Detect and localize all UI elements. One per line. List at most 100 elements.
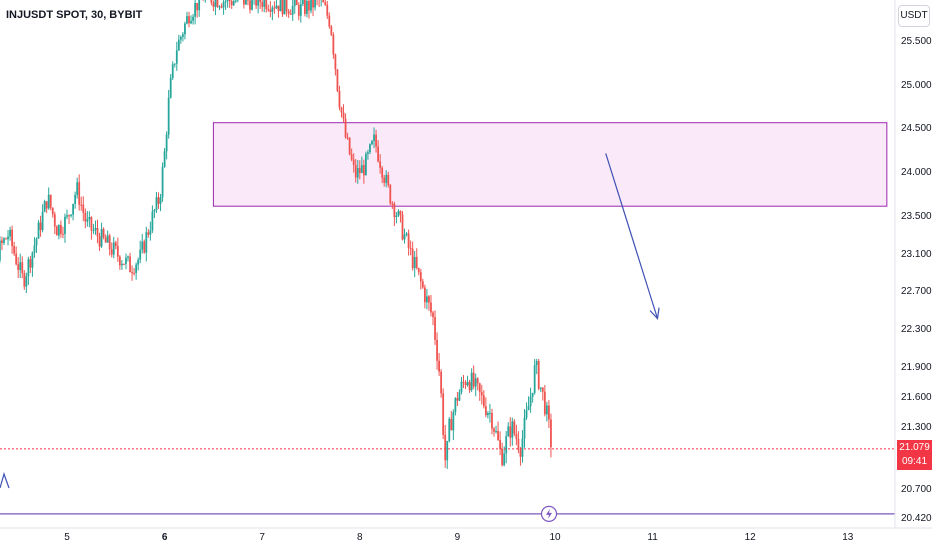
candle-body — [19, 262, 22, 271]
candle-body — [3, 238, 5, 243]
candle-body — [31, 252, 34, 268]
candle-body — [194, 2, 196, 17]
y-tick-label: 24.500 — [901, 123, 932, 134]
x-tick-label: 12 — [745, 532, 757, 543]
candle-body — [129, 256, 131, 273]
candle-body — [539, 387, 542, 389]
candle-body — [365, 153, 367, 176]
candle-body — [452, 412, 455, 431]
candle-body — [175, 50, 178, 64]
currency-selector-button[interactable]: USDT — [898, 5, 930, 27]
candle-body — [216, 0, 219, 8]
candle-body — [230, 1, 233, 6]
candle-body — [401, 214, 404, 240]
candle-body — [281, 0, 284, 15]
y-tick-label: 25.000 — [901, 80, 932, 91]
candle-body — [82, 204, 85, 213]
candle-body — [334, 54, 337, 70]
x-tick-label: 7 — [259, 532, 265, 543]
candle-body — [533, 365, 536, 393]
candle-body — [182, 34, 184, 37]
candle-body — [464, 382, 467, 386]
candle-body — [102, 228, 105, 238]
candle-body — [226, 0, 229, 2]
candle-body — [245, 0, 247, 5]
candle-body — [232, 1, 235, 6]
candle-body — [338, 90, 341, 108]
candle-body — [519, 449, 522, 457]
candle-body — [336, 69, 339, 91]
candle-body — [125, 257, 127, 265]
candle-body — [224, 1, 227, 3]
candle-body — [153, 210, 156, 212]
resistance-zone[interactable] — [212, 122, 888, 207]
candle-body — [74, 194, 77, 204]
candle-body — [60, 225, 62, 234]
candle-body — [29, 259, 32, 268]
candle-body — [214, 0, 217, 7]
candle-body — [499, 439, 501, 449]
candle-body — [332, 34, 335, 55]
candle-body — [371, 140, 373, 145]
candle-body — [346, 137, 349, 139]
candle-body — [39, 222, 42, 231]
candle-body — [261, 2, 264, 7]
candle-body — [190, 20, 192, 24]
candle-body — [11, 229, 13, 246]
candle-body — [173, 63, 176, 65]
candle-body — [72, 203, 74, 215]
candle-body — [322, 0, 325, 3]
candle-body — [192, 16, 194, 21]
candle-body — [25, 276, 28, 287]
candle-body — [537, 361, 540, 389]
x-tick-label: 10 — [549, 532, 561, 543]
lightning-icon[interactable] — [540, 505, 558, 522]
candle-body — [7, 236, 9, 240]
candle-body — [438, 360, 440, 372]
candle-body — [137, 259, 140, 265]
candle-body — [33, 245, 36, 253]
candle-body — [112, 242, 115, 255]
candle-body — [326, 4, 329, 16]
y-tick-label: 24.000 — [901, 167, 932, 178]
candle-body — [395, 215, 398, 218]
candle-body — [249, 0, 251, 10]
candle-body — [9, 229, 11, 237]
candle-body — [21, 262, 24, 274]
candle-body — [489, 412, 491, 414]
candle-body — [360, 165, 363, 174]
candle-body — [66, 215, 68, 217]
y-tick-label: 20.420 — [901, 513, 932, 524]
candle-body — [466, 381, 469, 386]
trend-arrow[interactable] — [605, 153, 659, 319]
candle-body — [285, 0, 288, 12]
candle-body — [55, 226, 58, 236]
candle-body — [426, 296, 428, 303]
candle-body — [413, 256, 416, 269]
candle-body — [381, 167, 384, 178]
candle-body — [62, 233, 64, 235]
candle-body — [295, 0, 298, 5]
candle-body — [527, 406, 530, 411]
candle-body — [487, 413, 489, 416]
candle-body — [159, 197, 162, 204]
candle-body — [362, 165, 365, 176]
candle-body — [348, 137, 351, 155]
candle-body — [310, 0, 312, 11]
candle-body — [84, 212, 87, 222]
candle-body — [139, 249, 142, 260]
candle-body — [279, 0, 282, 12]
candle-body — [169, 77, 172, 98]
candle-body — [145, 232, 148, 253]
candle-body — [409, 248, 412, 250]
candle-body — [432, 312, 434, 318]
candle-body — [289, 13, 292, 15]
x-tick-label: 13 — [842, 532, 854, 543]
candle-body — [545, 405, 548, 415]
candle-body — [505, 436, 508, 454]
candle-body — [423, 287, 426, 303]
candle-body — [165, 134, 168, 152]
candle-body — [523, 417, 526, 439]
